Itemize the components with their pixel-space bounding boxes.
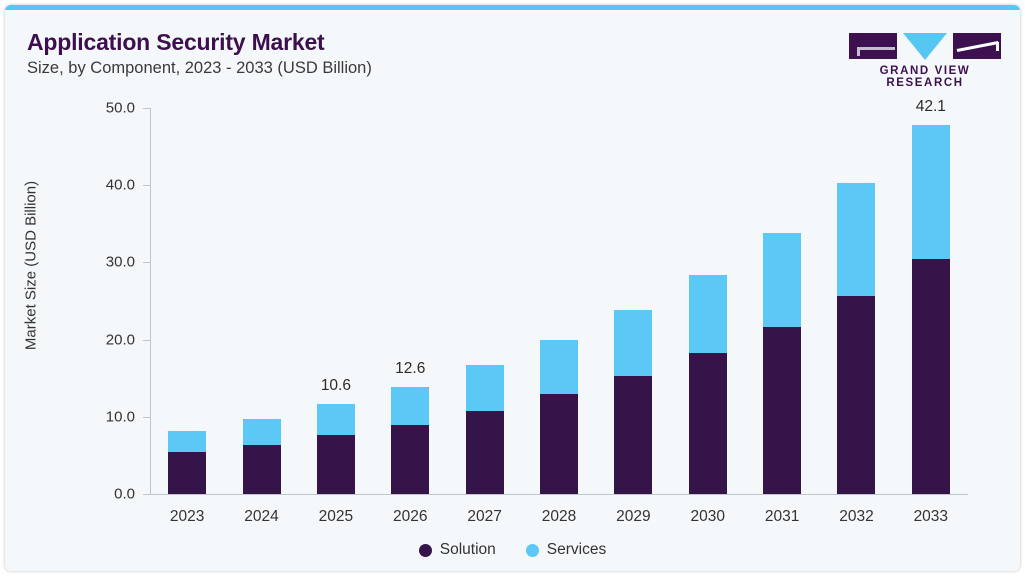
y-axis-tick: [143, 108, 151, 109]
bar-segment-solution[interactable]: [540, 394, 578, 494]
x-axis-tick-label: 2028: [541, 508, 577, 525]
chart-header: Application Security Market Size, by Com…: [27, 29, 847, 78]
stacked-bar[interactable]: [540, 5, 578, 494]
bar-segment-solution[interactable]: [242, 444, 281, 494]
logo-triangle-icon: [903, 33, 947, 60]
bar-segment-solution[interactable]: [316, 435, 355, 494]
bar-segment-solution[interactable]: [614, 375, 653, 494]
legend-item[interactable]: Solution: [418, 541, 496, 559]
y-axis-tick-label: 20.0: [105, 331, 135, 349]
chart-legend: Solution Services: [5, 541, 1020, 559]
bar-segment-services[interactable]: [242, 419, 281, 445]
bar-segment-services[interactable]: [763, 233, 802, 328]
bar-value-label: 10.6: [320, 377, 351, 395]
y-axis-line: [150, 108, 151, 495]
bar-segment-solution[interactable]: [911, 259, 950, 494]
stacked-bar[interactable]: [316, 5, 355, 494]
x-axis-tick-label: 2026: [393, 508, 428, 525]
legend-item[interactable]: Services: [525, 541, 607, 559]
x-axis-tick-label: 2031: [764, 508, 800, 525]
bar-segment-services[interactable]: [316, 404, 355, 436]
stacked-bar[interactable]: [763, 5, 802, 494]
y-axis-tick-label: 50.0: [105, 99, 135, 117]
x-axis-tick-label: 2023: [169, 508, 205, 525]
x-axis-tick-label: 2029: [616, 508, 651, 525]
stacked-bar[interactable]: [391, 5, 430, 494]
bar-segment-services[interactable]: [465, 365, 504, 411]
x-axis-tick-label: 2033: [913, 508, 949, 525]
bar-segment-solution[interactable]: [688, 353, 727, 494]
x-axis-tick-label: 2030: [690, 508, 725, 525]
x-axis-tick-label: 2027: [467, 508, 502, 525]
stacked-bar[interactable]: [242, 5, 281, 494]
legend-swatch-icon: [525, 543, 539, 557]
bar-segment-solution[interactable]: [465, 410, 504, 494]
bar-value-label: 42.1: [915, 97, 946, 115]
x-axis-tick-label: 2032: [839, 508, 874, 525]
stacked-bar[interactable]: [911, 5, 950, 494]
bar-segment-services[interactable]: [168, 431, 207, 453]
bar-segment-solution[interactable]: [837, 295, 876, 494]
y-axis-tick: [143, 339, 151, 341]
bar-segment-services[interactable]: [614, 310, 653, 376]
bars-layer: 10.6 12.6 42.1: [150, 5, 968, 495]
bar-segment-services[interactable]: [540, 340, 578, 395]
y-axis-tick-label: 40.0: [105, 176, 135, 194]
logo-wordmark: GRAND VIEW RESEARCH: [879, 65, 971, 89]
y-axis-tick: [143, 185, 151, 187]
y-axis-tick: [143, 416, 151, 418]
stacked-bar[interactable]: [614, 5, 653, 494]
stacked-bar[interactable]: [688, 5, 727, 494]
bar-segment-solution[interactable]: [763, 327, 802, 494]
legend-item-label: Services: [546, 541, 607, 558]
chart-plot-area: Market Size (USD Billion) 0.0 10.0 20.0 30.…: [5, 5, 1020, 571]
legend-swatch-icon: [418, 543, 432, 557]
x-axis-tick-label: 2024: [244, 508, 279, 525]
legend-item-label: Solution: [439, 541, 496, 558]
y-axis-tick: [143, 494, 151, 495]
bar-segment-solution[interactable]: [168, 452, 207, 494]
logo-left-block-icon: [849, 33, 897, 59]
x-axis-tick-label: 2025: [318, 508, 354, 525]
brand-logo: GRAND VIEW RESEARCH: [845, 31, 1005, 89]
page-subtitle: Size, by Component, 2023 - 2033 (USD Bil…: [27, 59, 372, 78]
top-accent-bar: [5, 5, 1020, 10]
y-axis-tick-label: 10.0: [105, 408, 135, 426]
logo-right-block-icon: [953, 33, 1001, 59]
bar-segment-services[interactable]: [688, 274, 727, 354]
y-axis-tick-label: 0.0: [114, 485, 135, 503]
bar-segment-services[interactable]: [911, 124, 950, 260]
x-axis-line: [150, 494, 968, 495]
bar-segment-services[interactable]: [391, 386, 430, 425]
stacked-bar[interactable]: [168, 5, 207, 494]
chart-card: Application Security Market Size, by Com…: [5, 5, 1020, 571]
logo-marks: [849, 31, 1001, 61]
bar-segment-solution[interactable]: [391, 424, 430, 494]
stacked-bar[interactable]: [465, 5, 504, 494]
y-axis-tick: [143, 262, 151, 264]
bar-segment-services[interactable]: [837, 182, 876, 296]
bar-value-label: 12.6: [395, 359, 426, 377]
stacked-bar[interactable]: [837, 5, 876, 494]
page-title: Application Security Market: [27, 29, 325, 55]
y-axis-tick-label: 30.0: [105, 253, 135, 271]
